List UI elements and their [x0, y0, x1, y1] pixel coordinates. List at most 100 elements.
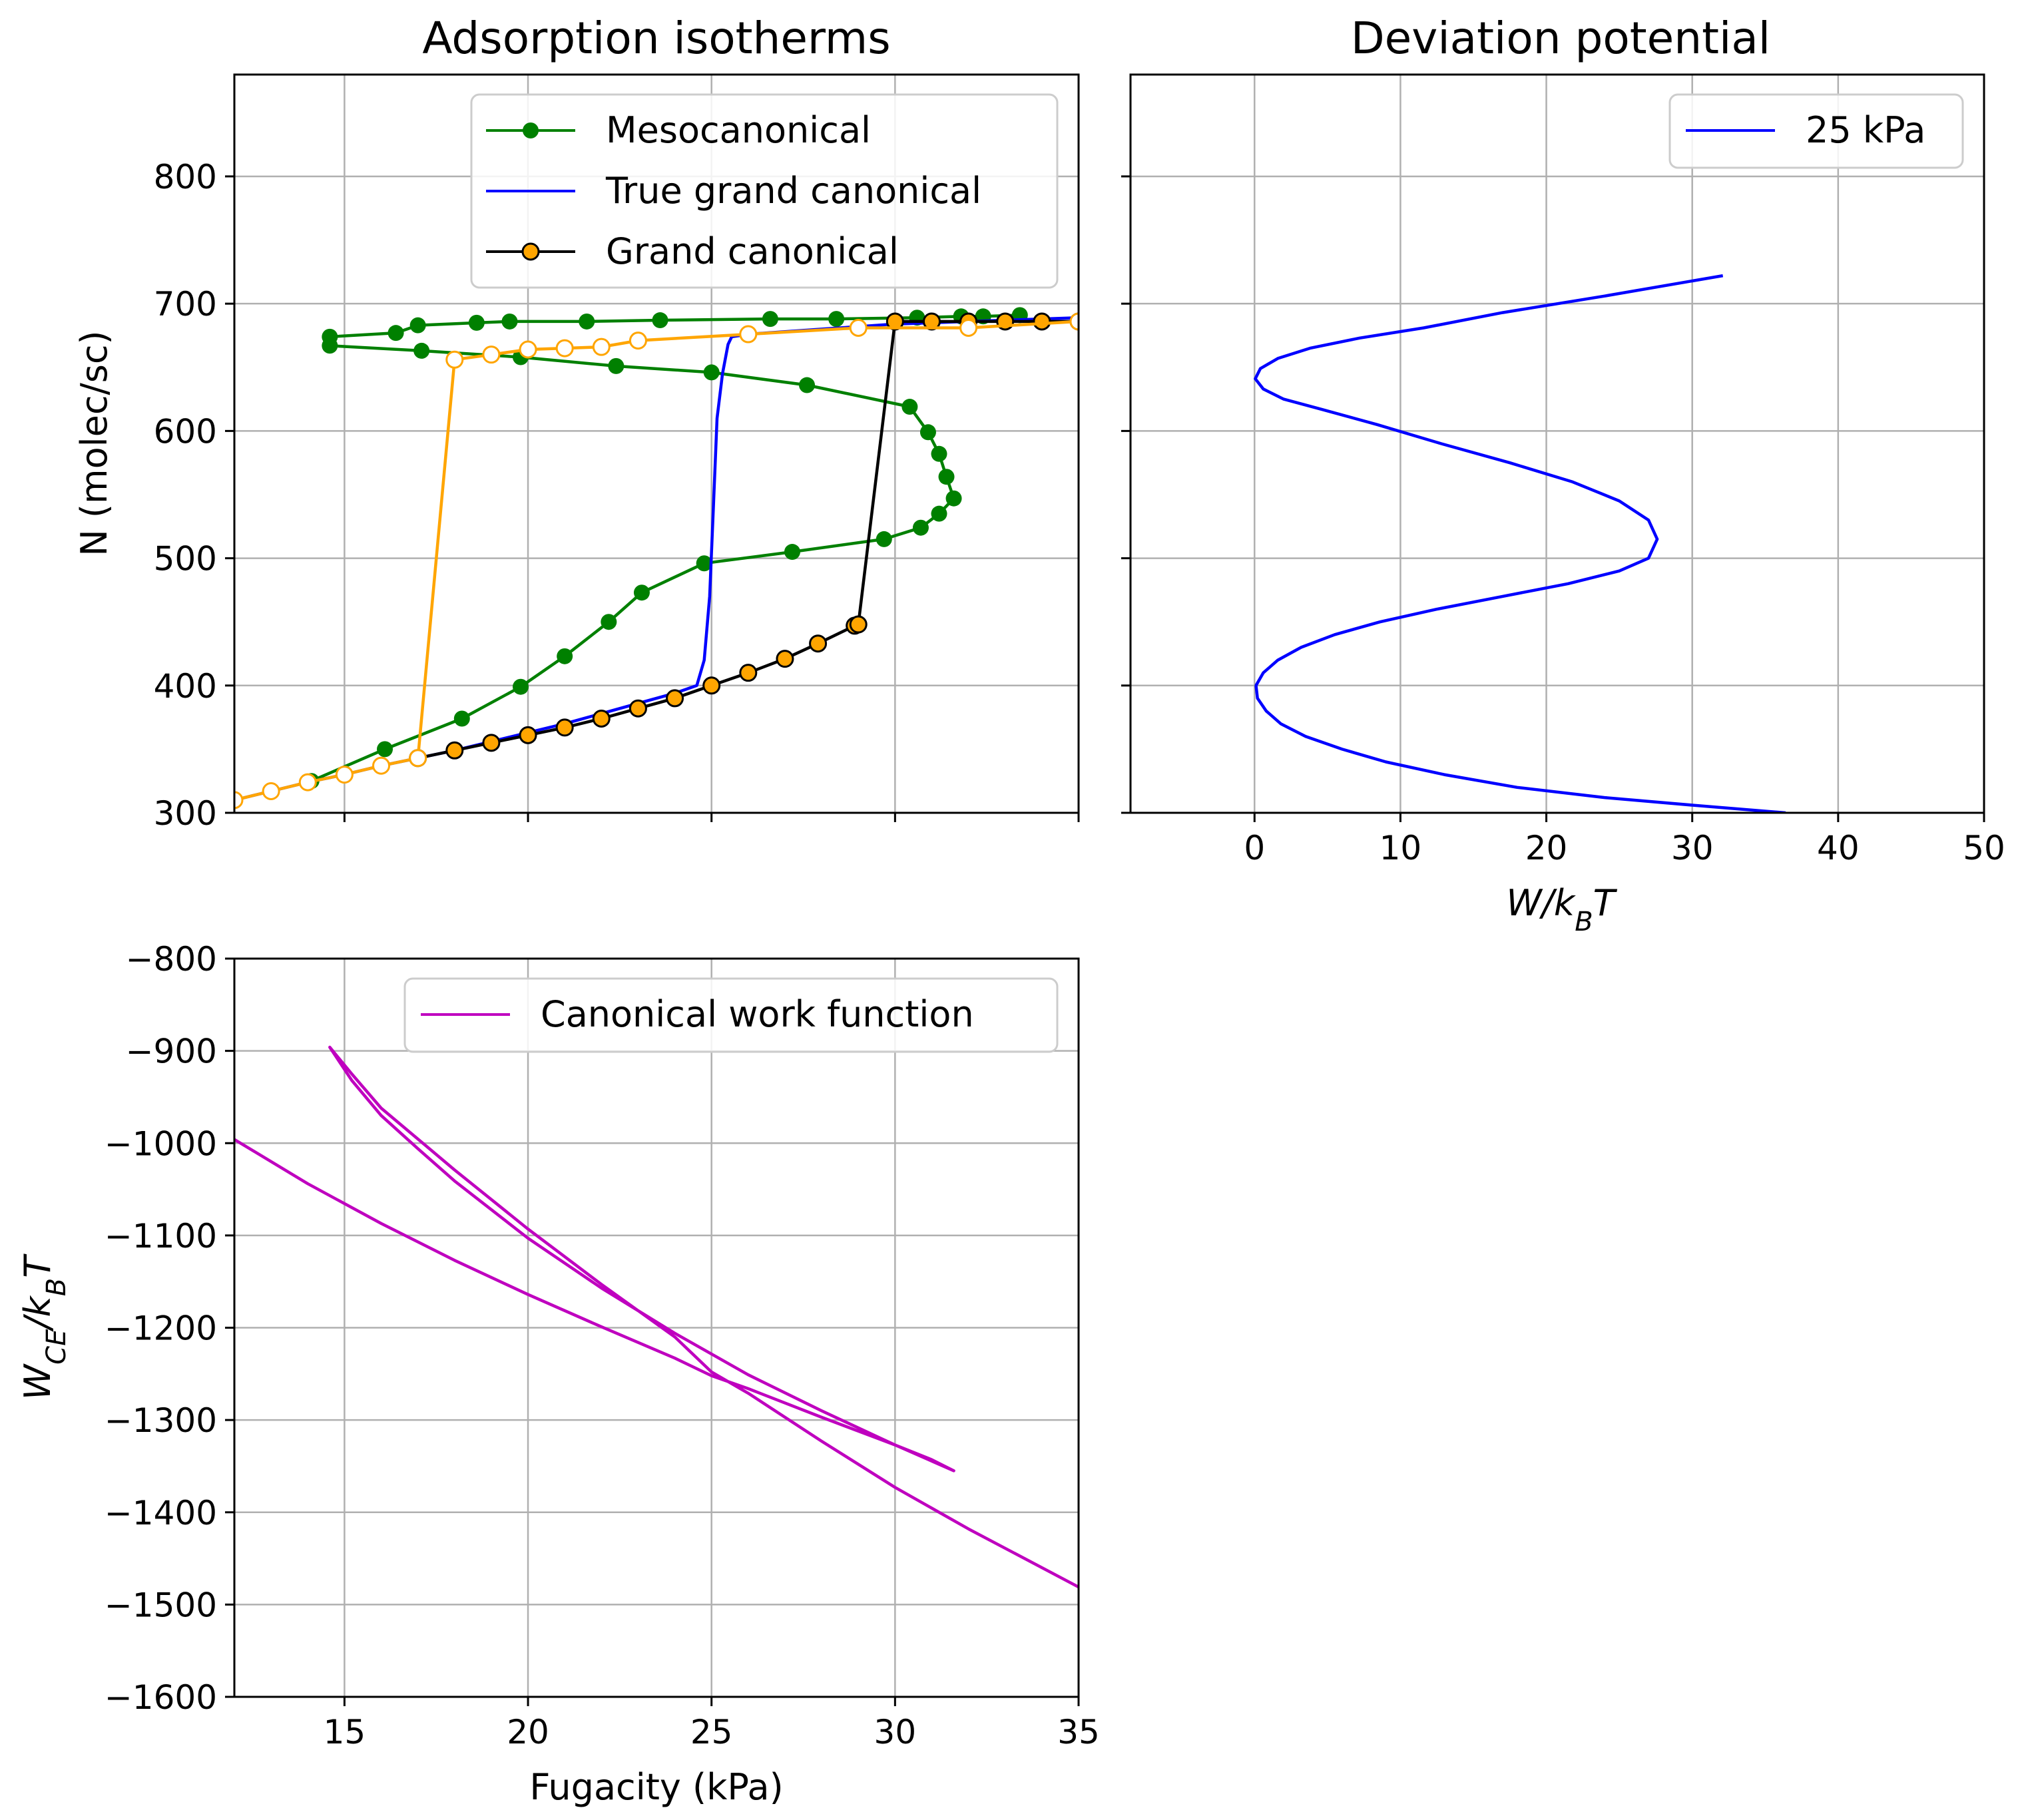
y-tick-label: 300 [154, 794, 217, 833]
series-layer [234, 1045, 1079, 1588]
data-point [703, 364, 720, 381]
data-point [409, 749, 427, 768]
data-point [501, 313, 518, 330]
y-tick-label: −1100 [105, 1217, 217, 1255]
y-tick-label: −1500 [105, 1586, 217, 1624]
y-tick-label: −1000 [105, 1124, 217, 1163]
y-tick-label: 800 [154, 158, 217, 196]
data-point [1069, 312, 1079, 331]
data-point [809, 634, 828, 653]
x-tick-label: 20 [507, 1713, 549, 1751]
data-point [592, 338, 611, 356]
data-point [629, 699, 647, 718]
x-tick-label: 30 [874, 1713, 917, 1751]
work-legend-box [403, 977, 1059, 1053]
y-tick-label: 500 [154, 540, 217, 578]
data-point [876, 531, 892, 547]
data-point [445, 741, 464, 760]
y-tick-label: −1300 [105, 1401, 217, 1440]
x-tick-label: 0 [1244, 829, 1265, 867]
data-point [482, 345, 501, 364]
data-point [372, 756, 391, 775]
data-point [322, 328, 338, 345]
y-tick-label: −1400 [105, 1494, 217, 1532]
data-point [633, 584, 650, 601]
data-point [513, 678, 529, 695]
x-tick-label: 50 [1963, 829, 2005, 867]
work-series [234, 1045, 1079, 1588]
data-point [519, 726, 537, 744]
data-point [377, 741, 393, 758]
work-grid [234, 957, 1080, 1698]
data-point [557, 648, 573, 664]
25-kpa-line [1254, 274, 1786, 813]
data-point [696, 555, 712, 572]
legend-meso-label: Mesocanonical [606, 109, 871, 151]
data-point [959, 319, 978, 338]
deviation-legend-box [1668, 93, 1964, 169]
x-tick-label: 20 [1525, 829, 1568, 867]
legend-gc-label: Grand canonical [606, 230, 899, 272]
deviation-series [1254, 274, 1786, 813]
data-point [739, 325, 758, 343]
data-point [849, 615, 868, 634]
data-point [335, 766, 354, 784]
work-ticks: 15 20 25 30 35 −1600 −1500 −1400 −1300 −1200 −1100… [105, 940, 1100, 1751]
data-point [234, 791, 244, 809]
isotherms-ylabel: N (molec/sc) [73, 330, 115, 556]
meso-line [310, 314, 1020, 783]
data-point [555, 718, 574, 737]
x-tick-label: 10 [1380, 829, 1422, 867]
data-point [298, 773, 317, 792]
canonical-work-function-line [234, 1045, 1079, 1588]
data-point [784, 544, 800, 561]
data-point [849, 319, 868, 338]
deviation-legend: 25 kPa [1668, 93, 1964, 169]
data-point [931, 505, 947, 522]
data-point [885, 312, 904, 331]
data-point [702, 676, 721, 695]
data-point [912, 519, 929, 536]
isotherms-legend-box [470, 93, 1059, 289]
data-point [945, 490, 962, 507]
data-point [453, 710, 470, 727]
y-tick-label: 400 [154, 667, 217, 706]
data-point [445, 350, 464, 369]
work-xlabel: Fugacity (kPa) [529, 1766, 783, 1808]
data-point [519, 340, 537, 359]
x-tick-label: 40 [1817, 829, 1860, 867]
deviation-frame [1129, 73, 1985, 814]
deviation-panel: Deviation potential 0 10 20 30 40 50 W/kBT 25… [1121, 13, 2005, 937]
gc-reverse-line [234, 320, 1079, 802]
isotherms-legend: Mesocanonical True grand canonical Grand… [470, 93, 1059, 289]
isotherms-frame [233, 73, 1080, 814]
y-tick-label: 600 [154, 412, 217, 451]
y-tick-label: −900 [126, 1032, 217, 1071]
x-tick-label: 15 [324, 1713, 366, 1751]
data-point [592, 710, 611, 728]
data-point [762, 311, 778, 328]
data-point [666, 689, 684, 708]
work-legend: Canonical work function [403, 977, 1059, 1053]
data-point [387, 325, 404, 341]
data-point [413, 342, 430, 359]
data-point [776, 650, 794, 668]
data-point [931, 445, 947, 462]
legend-true-label: True grand canonical [605, 170, 981, 212]
isotherms-title: Adsorption isotherms [422, 13, 890, 64]
deviation-ticks: 0 10 20 30 40 50 [1121, 175, 2005, 867]
data-point [468, 314, 485, 331]
data-point [652, 312, 668, 329]
deviation-title: Deviation potential [1351, 13, 1770, 64]
x-tick-label: 30 [1671, 829, 1714, 867]
data-point [409, 317, 426, 334]
data-point [739, 664, 758, 682]
x-tick-label: 35 [1057, 1713, 1100, 1751]
data-point [922, 312, 941, 331]
series-layer [234, 307, 1079, 809]
data-point [608, 357, 625, 374]
y-tick-label: −1600 [105, 1678, 217, 1717]
data-point [262, 782, 280, 800]
data-point [629, 332, 647, 350]
